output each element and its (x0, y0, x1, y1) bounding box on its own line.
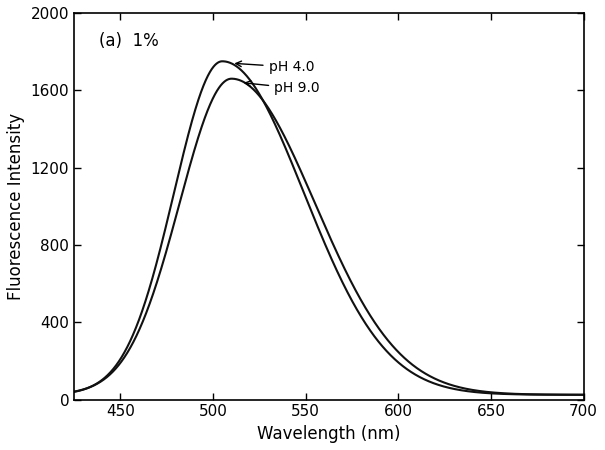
Y-axis label: Fluorescence Intensity: Fluorescence Intensity (7, 113, 25, 300)
Text: pH 4.0: pH 4.0 (236, 60, 314, 74)
Text: (a)  1%: (a) 1% (99, 32, 159, 50)
Text: pH 9.0: pH 9.0 (245, 81, 320, 95)
X-axis label: Wavelength (nm): Wavelength (nm) (257, 425, 401, 443)
